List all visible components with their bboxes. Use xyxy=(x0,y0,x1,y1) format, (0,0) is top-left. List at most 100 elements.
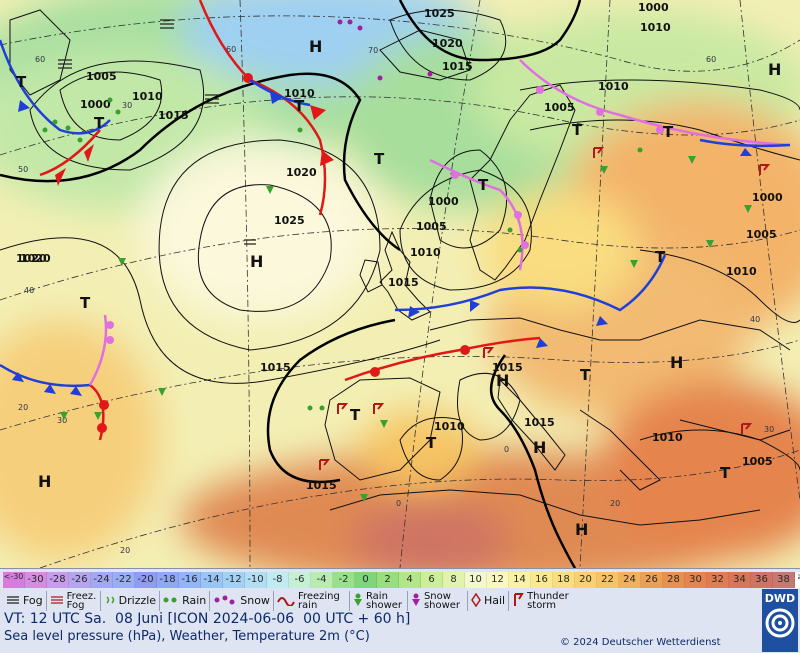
temperature-step: -12 xyxy=(223,572,245,588)
rain-icon xyxy=(507,227,513,233)
rain-icon xyxy=(115,109,121,115)
temperature-step: 6 xyxy=(421,572,443,588)
temperature-field xyxy=(0,0,800,568)
temperature-step: 0 xyxy=(355,572,377,588)
svg-text:30: 30 xyxy=(57,416,67,425)
svg-text:1000: 1000 xyxy=(638,1,669,14)
trough-label: T xyxy=(374,150,385,168)
thunderstorm-icon xyxy=(593,147,605,158)
svg-text:0: 0 xyxy=(504,445,509,454)
legend-rain-shower: Rain shower xyxy=(350,591,408,611)
legend-panel: <-30 -30 -28 -26 -24 -22 -20 -18 -16 -14 -12 -10 -8-… xyxy=(0,568,800,653)
trough-label: T xyxy=(80,294,91,312)
warm-front-central xyxy=(344,336,541,382)
rain-icon xyxy=(307,405,313,411)
drizzle-icon xyxy=(104,594,116,609)
svg-text:1025: 1025 xyxy=(424,7,455,20)
svg-text:1010: 1010 xyxy=(410,246,441,259)
weather-symbols xyxy=(42,97,752,502)
temperature-step: 16 xyxy=(531,572,553,588)
high-label: H xyxy=(768,60,781,79)
isobars xyxy=(0,9,800,481)
fog-icon xyxy=(6,594,20,609)
temperature-step: -30 xyxy=(25,572,47,588)
svg-text:1015: 1015 xyxy=(388,276,419,289)
trough-label: T xyxy=(655,248,666,266)
snow-icon xyxy=(357,25,363,31)
high-label: H xyxy=(575,520,588,539)
legend-freezing-fog: Freez. Fog xyxy=(47,591,101,611)
temperature-step: -6 xyxy=(289,572,311,588)
thunderstorm-icon xyxy=(512,592,524,610)
coastlines xyxy=(9,9,791,526)
svg-text:1005: 1005 xyxy=(742,455,773,468)
svg-text:0: 0 xyxy=(396,499,401,508)
high-label: H xyxy=(670,353,683,372)
trough-label: T xyxy=(580,366,591,384)
trough-label: T xyxy=(426,434,437,452)
svg-text:1015: 1015 xyxy=(492,361,523,374)
svg-text:60: 60 xyxy=(706,55,716,64)
rain-icon xyxy=(637,147,643,153)
temperature-step: 36 xyxy=(751,572,773,588)
dwd-logo-text: DWD xyxy=(764,592,796,605)
weather-map: H H H H H H H H T T T T T T T T T T T T … xyxy=(0,0,800,568)
svg-text:40: 40 xyxy=(750,315,760,324)
isobar-labels: 1025 1000 1005 1020 1015 1010 1000 1010 … xyxy=(16,1,783,492)
svg-text:1010: 1010 xyxy=(598,80,629,93)
svg-text:1010: 1010 xyxy=(434,420,465,433)
rain-shower-icon xyxy=(630,260,638,268)
svg-text:1000: 1000 xyxy=(752,191,783,204)
temperature-step: 22 xyxy=(597,572,619,588)
copyright: © 2024 Deutscher Wetterdienst xyxy=(560,637,721,648)
svg-text:1010: 1010 xyxy=(652,431,683,444)
temperature-step: -16 xyxy=(179,572,201,588)
svg-text:1010: 1010 xyxy=(284,87,315,100)
svg-text:20: 20 xyxy=(610,499,620,508)
svg-text:1000: 1000 xyxy=(80,98,111,111)
svg-text:1005: 1005 xyxy=(86,70,117,83)
snow-icon xyxy=(427,71,433,77)
rain-icon xyxy=(107,97,113,103)
rain-icon xyxy=(163,594,179,609)
high-label: H xyxy=(38,472,51,491)
temperature-step: 34 xyxy=(729,572,751,588)
temperature-step: ≥40 °C xyxy=(795,572,800,588)
rain-shower-icon xyxy=(158,388,166,396)
high-label: H xyxy=(250,252,263,271)
svg-text:30: 30 xyxy=(122,101,132,110)
temperature-step: 2 xyxy=(377,572,399,588)
svg-text:20: 20 xyxy=(120,546,130,555)
rain-shower-icon xyxy=(744,205,752,213)
fog-icon xyxy=(160,19,174,29)
legend-hail: Hail xyxy=(468,591,510,611)
rain-shower-icon xyxy=(688,156,696,164)
temperature-step: -20 xyxy=(135,572,157,588)
rain-shower-icon xyxy=(266,186,274,194)
trough-label: T xyxy=(572,121,583,139)
high-label: H xyxy=(309,37,322,56)
temperature-step: -18 xyxy=(157,572,179,588)
thunderstorm-icon xyxy=(741,423,753,434)
freezing-fog-icon xyxy=(50,594,64,609)
isobar-1013 xyxy=(0,0,582,568)
svg-text:70: 70 xyxy=(368,46,378,55)
dwd-swirl-icon xyxy=(765,608,795,638)
snow-icon xyxy=(377,75,383,81)
svg-text:1015: 1015 xyxy=(442,60,473,73)
dwd-logo: DWD xyxy=(762,589,798,652)
temperature-step: -2 xyxy=(333,572,355,588)
legend-thunderstorm: Thunder storm xyxy=(509,591,576,611)
rain-shower-icon xyxy=(706,240,714,248)
svg-text:20: 20 xyxy=(18,403,28,412)
trough-label: T xyxy=(663,123,674,141)
temperature-step: 24 xyxy=(619,572,641,588)
svg-text:1005: 1005 xyxy=(544,101,575,114)
svg-text:1000: 1000 xyxy=(428,195,459,208)
rain-icon xyxy=(77,137,83,143)
freezing-rain-icon xyxy=(277,594,295,609)
svg-text:1020: 1020 xyxy=(16,252,47,265)
svg-text:40: 40 xyxy=(24,286,34,295)
front-iceland xyxy=(0,39,111,186)
svg-text:1005: 1005 xyxy=(416,220,447,233)
